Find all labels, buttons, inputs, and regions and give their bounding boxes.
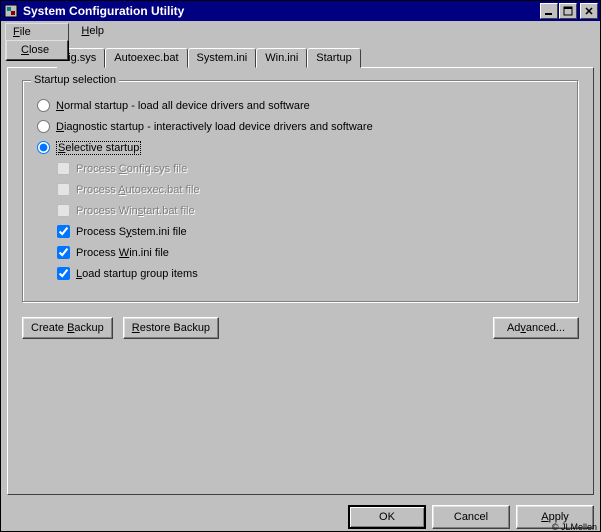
menu-file-close[interactable]: Close	[7, 41, 67, 59]
check-autoexec-label: Process Autoexec.bat file	[76, 184, 200, 196]
tab-strip: nfig.sys Autoexec.bat System.ini Win.ini…	[9, 48, 594, 68]
radio-normal-label: Normal startup - load all device drivers…	[56, 100, 310, 112]
close-button[interactable]	[580, 3, 598, 19]
radio-selective-row: Selective startup	[37, 141, 564, 154]
radio-diagnostic-row: Diagnostic startup - interactively load …	[37, 120, 564, 133]
window-buttons	[539, 3, 598, 19]
app-icon	[3, 3, 19, 19]
window-frame: System Configuration Utility File Close …	[0, 0, 601, 532]
radio-selective-label: Selective startup	[56, 142, 141, 154]
check-loadstartup-row: Load startup group items	[57, 267, 564, 280]
radio-diagnostic[interactable]	[37, 120, 50, 133]
client-area: nfig.sys Autoexec.bat System.ini Win.ini…	[1, 41, 600, 499]
check-systemini[interactable]	[57, 225, 70, 238]
check-loadstartup[interactable]	[57, 267, 70, 280]
attribution-text: © JLMellen	[552, 522, 597, 532]
cancel-button[interactable]: Cancel	[432, 505, 510, 529]
dialog-button-bar: OK Cancel Apply	[1, 499, 600, 531]
menu-file[interactable]: File	[6, 24, 68, 40]
advanced-button[interactable]: Advanced...	[493, 317, 579, 339]
tab-panel-general: Startup selection Normal startup - load …	[7, 67, 594, 495]
tab-autoexec[interactable]: Autoexec.bat	[105, 48, 187, 68]
minimize-button[interactable]	[540, 3, 558, 19]
titlebar: System Configuration Utility	[1, 1, 600, 21]
check-autoexec	[57, 183, 70, 196]
startup-selection-group: Startup selection Normal startup - load …	[22, 80, 579, 303]
radio-normal[interactable]	[37, 99, 50, 112]
panel-button-row: Create Backup Restore Backup Advanced...	[22, 317, 579, 339]
maximize-button[interactable]	[559, 3, 577, 19]
check-winini-row: Process Win.ini file	[57, 246, 564, 259]
restore-backup-button[interactable]: Restore Backup	[123, 317, 219, 339]
check-winstart	[57, 204, 70, 217]
tab-winini[interactable]: Win.ini	[256, 48, 307, 68]
check-winstart-row: Process Winstart.bat file	[57, 204, 564, 217]
radio-selective[interactable]	[37, 141, 50, 154]
check-winini[interactable]	[57, 246, 70, 259]
check-systemini-row: Process System.ini file	[57, 225, 564, 238]
window-title: System Configuration Utility	[23, 4, 539, 18]
tab-systemini[interactable]: System.ini	[188, 48, 257, 68]
check-config	[57, 162, 70, 175]
radio-diagnostic-label: Diagnostic startup - interactively load …	[56, 121, 373, 133]
check-winstart-label: Process Winstart.bat file	[76, 205, 195, 217]
menu-bar: File Close File View Help	[1, 21, 600, 41]
group-legend: Startup selection	[31, 74, 119, 86]
file-menu-open: File Close	[5, 23, 69, 61]
check-autoexec-row: Process Autoexec.bat file	[57, 183, 564, 196]
radio-normal-row: Normal startup - load all device drivers…	[37, 99, 564, 112]
selective-sub-options: Process Config.sys file Process Autoexec…	[57, 162, 564, 280]
menu-help[interactable]: Help	[74, 23, 111, 39]
tab-startup[interactable]: Startup	[307, 48, 360, 68]
create-backup-button[interactable]: Create Backup	[22, 317, 113, 339]
ok-button[interactable]: OK	[348, 505, 426, 529]
file-dropdown: Close	[6, 40, 68, 60]
check-loadstartup-label: Load startup group items	[76, 268, 198, 280]
check-systemini-label: Process System.ini file	[76, 226, 187, 238]
check-winini-label: Process Win.ini file	[76, 247, 169, 259]
check-config-label: Process Config.sys file	[76, 163, 187, 175]
check-config-row: Process Config.sys file	[57, 162, 564, 175]
